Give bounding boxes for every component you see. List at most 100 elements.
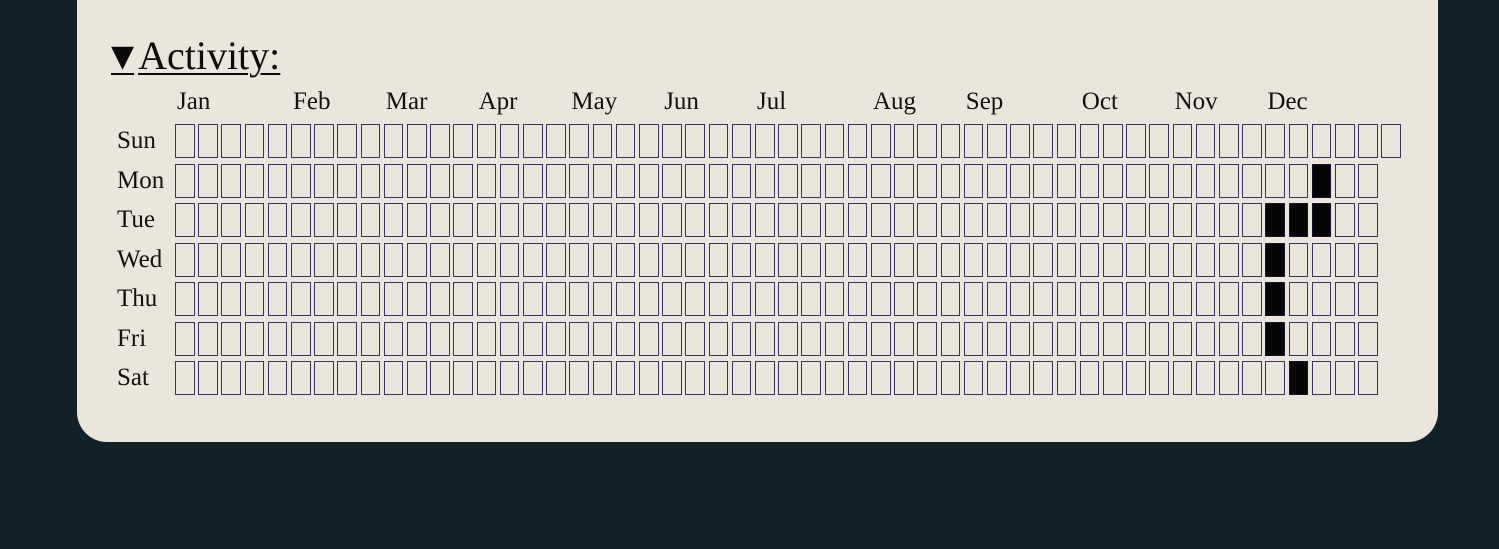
activity-cell [847, 321, 868, 356]
activity-cell [383, 203, 404, 237]
day-label-thu: Thu [117, 285, 158, 312]
activity-cell [615, 282, 636, 316]
activity-cell [221, 242, 241, 277]
month-label-jul: Jul [757, 88, 787, 115]
activity-cell [1311, 361, 1332, 395]
activity-cell [499, 321, 520, 356]
activity-cell [1010, 124, 1030, 158]
activity-cell [1033, 321, 1053, 356]
activity-cell [1172, 282, 1193, 316]
activity-cell [291, 203, 311, 237]
activity-cell [987, 203, 1007, 237]
activity-cell [592, 361, 613, 395]
activity-cell [175, 163, 195, 198]
activity-cell [1103, 321, 1123, 356]
activity-cell [685, 282, 705, 316]
activity-cell [940, 282, 961, 316]
activity-cell [894, 163, 914, 198]
month-label-mar: Mar [385, 88, 428, 115]
activity-cell [871, 361, 891, 395]
activity-cell [267, 124, 288, 158]
activity-cell [940, 242, 961, 277]
activity-cell [1265, 163, 1285, 198]
activity-cell [1335, 242, 1355, 277]
activity-cell [940, 163, 961, 198]
activity-cell [476, 321, 497, 356]
activity-cell [894, 124, 914, 158]
day-label-wed: Wed [117, 245, 163, 273]
activity-cell [847, 203, 868, 237]
activity-cell [337, 242, 357, 277]
activity-cell [569, 242, 589, 277]
activity-cell [801, 321, 821, 356]
activity-cell [824, 163, 845, 198]
activity-cell [847, 242, 868, 277]
activity-cell [708, 321, 729, 356]
activity-cell [476, 242, 497, 277]
activity-cell [801, 242, 821, 277]
activity-cell [337, 282, 357, 316]
activity-title: Activity: [138, 33, 281, 78]
activity-cell [1265, 321, 1285, 356]
activity-cell [1079, 203, 1100, 237]
activity-cell [824, 124, 845, 158]
activity-cell [871, 242, 891, 277]
activity-cell [569, 203, 589, 237]
activity-cell [755, 124, 775, 158]
activity-cell [824, 242, 845, 277]
activity-cell [314, 282, 334, 316]
activity-cell [1265, 203, 1285, 237]
activity-cell [662, 361, 682, 395]
activity-cell [1172, 321, 1193, 356]
activity-cell [1149, 361, 1169, 395]
activity-cell [1126, 361, 1146, 395]
activity-cell [894, 282, 914, 316]
activity-cell [244, 203, 265, 237]
activity-cell [755, 242, 775, 277]
activity-cell [708, 124, 729, 158]
activity-cell [569, 163, 589, 198]
activity-cell [453, 124, 473, 158]
activity-cell [847, 282, 868, 316]
activity-cell [801, 203, 821, 237]
activity-cell [546, 124, 566, 158]
activity-cell [1358, 203, 1378, 237]
activity-cell [940, 124, 961, 158]
activity-cell [1219, 321, 1239, 356]
activity-cell [244, 124, 265, 158]
day-label-sun: Sun [117, 127, 156, 154]
activity-cell [546, 203, 566, 237]
activity-cell [1126, 242, 1146, 277]
activity-cell [1149, 282, 1169, 316]
activity-cell [963, 282, 984, 316]
activity-toggle[interactable]: ▼ Activity: [111, 34, 280, 82]
activity-cell [1103, 361, 1123, 395]
activity-cell [453, 321, 473, 356]
activity-cell [615, 242, 636, 277]
activity-cell [592, 124, 613, 158]
activity-cell [871, 163, 891, 198]
activity-cell [175, 203, 195, 237]
activity-cell [1381, 124, 1401, 158]
activity-cell [592, 242, 613, 277]
activity-cell [1103, 163, 1123, 198]
activity-cell [360, 242, 381, 277]
activity-cell [383, 282, 404, 316]
activity-cell [963, 163, 984, 198]
month-label-may: May [571, 88, 618, 115]
activity-cell [1195, 321, 1216, 356]
day-label-sat: Sat [117, 364, 149, 391]
activity-cell [1172, 361, 1193, 395]
activity-cell [1311, 163, 1332, 198]
activity-cell [731, 321, 752, 356]
activity-cell [1358, 163, 1378, 198]
activity-cell [963, 203, 984, 237]
activity-cell [1265, 361, 1285, 395]
activity-cell [894, 321, 914, 356]
activity-cell [1358, 321, 1378, 356]
activity-cell [499, 163, 520, 198]
activity-cell [755, 163, 775, 198]
activity-cell [1033, 203, 1053, 237]
activity-cell [592, 282, 613, 316]
activity-cell [1242, 163, 1262, 198]
